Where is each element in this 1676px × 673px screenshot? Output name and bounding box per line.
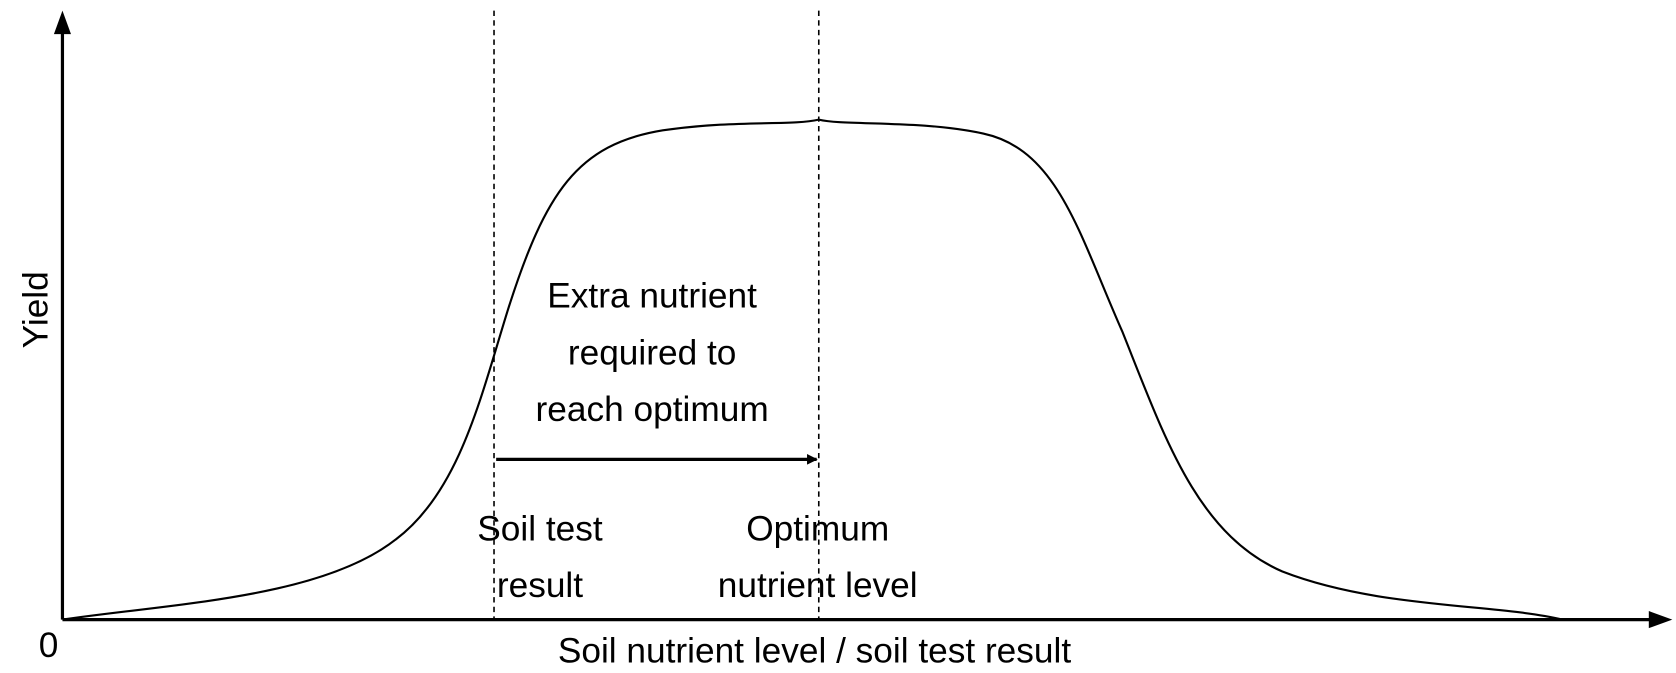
optimum-label: nutrient level xyxy=(718,566,918,605)
arrow-label: Extra nutrient xyxy=(547,277,757,316)
soil-test-label: Soil test xyxy=(477,510,603,549)
origin-label: 0 xyxy=(39,626,59,665)
x-label: Soil nutrient level / soil test result xyxy=(558,631,1072,670)
arrow-label: reach optimum xyxy=(536,390,769,429)
x-axis-arrow xyxy=(1648,611,1673,629)
soil-test-label: result xyxy=(497,566,583,605)
yield-curve xyxy=(62,118,1563,621)
arrow-label: required to xyxy=(568,333,737,372)
y-axis-arrow xyxy=(53,10,71,35)
y-label: Yield xyxy=(16,271,55,348)
optimum-label: Optimum xyxy=(746,510,889,549)
